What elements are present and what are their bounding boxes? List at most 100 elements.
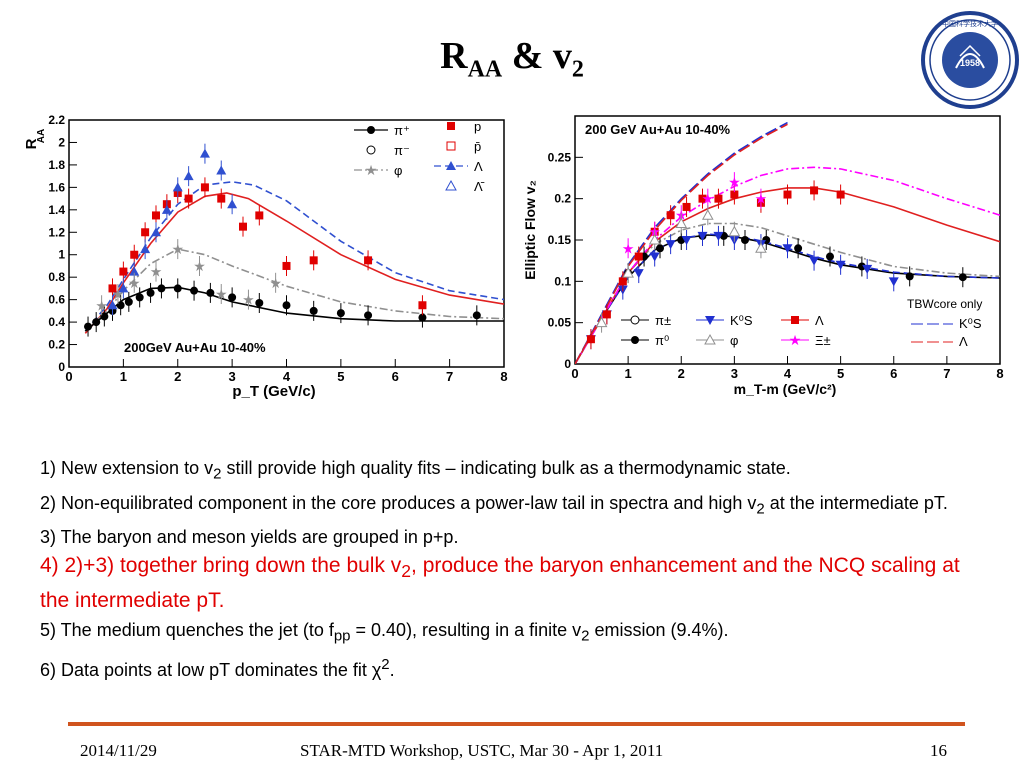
legend2-title: TBWcore only [907, 297, 982, 311]
data-point [862, 264, 873, 274]
legend-marker [791, 316, 799, 324]
data-point [200, 183, 209, 192]
data-point: ★ [193, 258, 206, 274]
data-point [618, 277, 627, 286]
legend-label: π⁻ [394, 143, 410, 158]
legend-label: Λ̄ [474, 179, 485, 194]
y-tick-label: 1.6 [48, 180, 65, 194]
x-axis-label: m_T-m (GeV/c²) [734, 381, 837, 397]
title-sub-aa: AA [467, 56, 503, 83]
y-tick-label: 0 [58, 360, 65, 374]
data-point [135, 293, 144, 302]
data-point [755, 242, 767, 253]
bullet-list: 1) New extension to v2 still provide hig… [40, 454, 990, 684]
data-point [633, 269, 644, 279]
data-point [958, 273, 967, 282]
x-tick-label: 0 [571, 366, 578, 381]
data-point [151, 227, 161, 237]
y-tick-label: 0.8 [48, 270, 65, 284]
legend-label: π± [655, 313, 671, 328]
data-point [282, 301, 291, 310]
data-point [622, 267, 634, 278]
x-tick-label: 1 [120, 369, 127, 384]
legend-marker [705, 316, 715, 325]
data-point [141, 228, 150, 237]
bullet-5: 5) The medium quenches the jet (to fpp =… [40, 620, 729, 645]
data-point: ★ [112, 286, 125, 302]
x-tick-label: 7 [943, 366, 950, 381]
raa-chart: 0 1 2 3 4 5 6 7 8 0 0.2 0.4 0.6 0.8 1 1.2 1.4 1.6 1.8 2 2.2 ★… [14, 104, 514, 404]
data-point [728, 225, 741, 237]
legend-marker [446, 161, 456, 170]
bullet-6: 6) Data points at low pT dominates the f… [40, 655, 395, 680]
plot-area: ★★★★★★ [575, 121, 1000, 364]
legend-label: p̄ [474, 139, 481, 154]
x-tick-label: 7 [446, 369, 453, 384]
legend-label: π⁺ [394, 123, 410, 138]
data-point [666, 211, 675, 220]
legend-marker: ★ [789, 332, 802, 348]
seal-year: 1958 [960, 58, 980, 68]
data-point [634, 252, 643, 261]
y-tick-label: 1 [58, 248, 65, 262]
data-point [714, 194, 723, 203]
data-point [697, 231, 708, 241]
data-point [836, 190, 845, 199]
plot-area: ★★★★★★★ ★★ [84, 143, 504, 337]
data-point: ★ [150, 264, 163, 280]
data-point [782, 244, 793, 254]
y-tick-label: 0.4 [48, 315, 65, 329]
x-tick-label: 3 [731, 366, 738, 381]
data-point [100, 312, 109, 321]
data-point: ★ [128, 275, 141, 291]
legend-marker [630, 315, 640, 325]
x-tick-label: 0 [65, 369, 72, 384]
data-point: ★ [269, 275, 282, 291]
data-point [794, 244, 803, 253]
v2-chart: 0 1 2 3 4 5 6 7 8 0 0.05 0.1 0.15 0.2 0.25 ★ ★ ★ ★ ★ ★ 200 Ge… [515, 100, 1023, 406]
legend-label: φ [394, 163, 402, 178]
data-point [701, 209, 714, 220]
data-point [835, 260, 846, 270]
y-tick-label: 0.25 [548, 150, 572, 164]
legend-label: p [474, 119, 481, 134]
data-point [810, 186, 819, 195]
footer-divider [68, 722, 965, 726]
legend-marker [447, 122, 455, 130]
data-point [118, 283, 129, 293]
legend-label: K⁰S [730, 313, 753, 328]
title-main: R [440, 35, 468, 77]
legend-label: Λ [474, 159, 483, 174]
data-point [857, 262, 866, 271]
legend-label: φ [730, 333, 738, 348]
legend-marker [367, 126, 375, 134]
data-point [888, 277, 899, 287]
data-point [282, 261, 291, 270]
data-point: ★ [215, 286, 228, 302]
data-point: ★ [622, 240, 635, 256]
legend-marker: ★ [365, 162, 378, 178]
fit-curve [575, 121, 788, 364]
bullet-4: 4) 2)+3) together bring down the bulk v2… [40, 554, 960, 613]
y-tick-label: 1.2 [48, 225, 65, 239]
data-point [681, 236, 692, 245]
data-point [336, 309, 345, 318]
svg-text:中国科学技术大学: 中国科学技术大学 [942, 19, 998, 28]
data-point [183, 171, 194, 181]
data-point [190, 286, 199, 295]
y-tick-label: 1.8 [48, 158, 65, 172]
data-point [217, 194, 226, 203]
x-tick-label: 1 [625, 366, 632, 381]
data-point [741, 236, 749, 244]
x-tick-label: 4 [784, 366, 792, 381]
data-point [255, 299, 264, 308]
y-tick-label: 2.2 [48, 113, 65, 127]
x-tick-label: 5 [337, 369, 344, 384]
data-point [905, 272, 914, 281]
legend2-label: Λ [959, 334, 968, 349]
plot-frame [68, 119, 505, 368]
data-point [172, 182, 183, 192]
x-tick-label: 2 [678, 366, 685, 381]
y-tick-label: 0.2 [48, 338, 65, 352]
data-point [364, 311, 373, 320]
